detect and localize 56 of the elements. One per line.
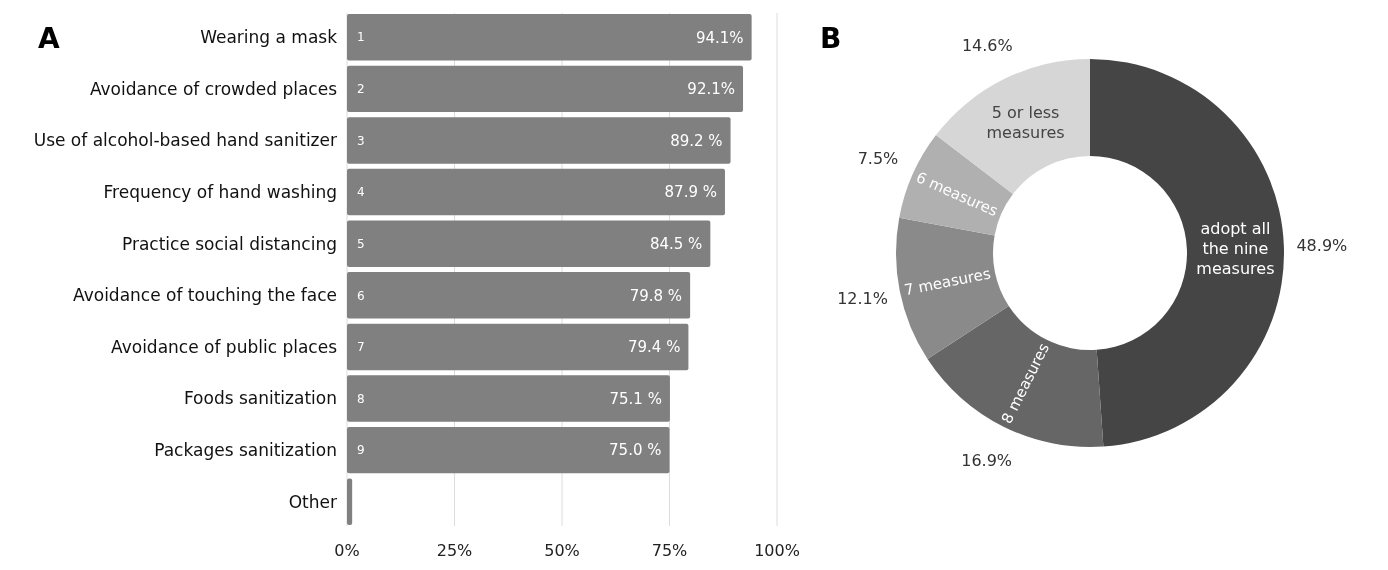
bar [347,426,670,474]
text: A [38,22,60,55]
data-label: 92.1% [687,80,736,99]
chart-title: B [820,22,842,55]
y-tick-label: Avoidance of touching the face [73,285,337,306]
bar [347,117,731,164]
donut-slice [927,306,1104,447]
annotation: 5 [357,236,365,251]
y-tick-label: Avoidance of crowded places [89,78,338,99]
data-label: 94.1% [695,28,744,47]
slice-label: 5 or less measures [986,103,1065,143]
x-tick-label: 100% [754,541,800,560]
data-label: 79.4 % [628,338,681,357]
y-tick-label: Other [288,491,337,512]
y-tick-label: Foods sanitization [183,388,337,409]
bar [347,220,711,267]
bar [347,478,353,525]
data-label: 7.5% [857,149,899,169]
data-label: 48.9% [1296,235,1348,255]
y-tick-label: Practice social distancing [121,233,337,254]
annotation: 3 [357,133,365,148]
annotation: 1 [357,30,365,45]
slice-label: adopt all the nine measures [1196,218,1275,278]
data-label: 84.5 % [649,234,703,253]
x-tick-label: 25% [436,541,473,560]
bar [347,323,689,371]
x-tick-label: 75% [651,541,688,560]
data-label: 87.9 % [664,183,717,202]
y-tick-label: Wearing a mask [200,27,338,48]
x-tick-label: 0% [334,541,360,560]
data-label: 79.8 % [629,286,683,305]
donut-slice [896,217,1009,359]
data-label: 14.6% [961,35,1013,55]
annotation: 7 [357,340,365,355]
donut-slice [1090,59,1284,447]
data-label: 75.0 % [609,441,662,460]
annotation: 8 [357,391,365,406]
annotation: 4 [357,185,365,200]
y-tick-label: Packages sanitization [154,440,337,461]
annotation: 2 [357,82,365,97]
y-tick-label: Use of alcohol-based hand sanitizer [33,130,337,151]
bar [347,375,670,422]
slice-label: 7 measures [902,264,993,300]
bar [347,272,691,319]
bar [347,65,744,113]
data-label: 75.1 % [609,389,662,408]
y-tick-label: Avoidance of public places [111,336,338,357]
data-label: 12.1% [837,289,888,309]
bar [347,168,725,216]
x-tick-label: 50% [544,541,580,560]
annotation: 6 [357,288,365,303]
annotation: 9 [357,443,365,458]
y-tick-label: Frequency of hand washing [103,182,337,203]
data-label: 89.2 % [670,131,723,150]
bar [347,14,752,61]
data-label: 16.9% [961,451,1013,471]
